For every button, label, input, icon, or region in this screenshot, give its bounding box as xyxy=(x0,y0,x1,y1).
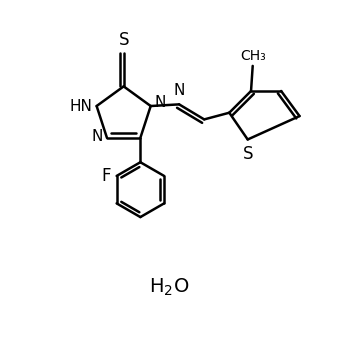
Text: N: N xyxy=(155,95,166,109)
Text: H$_2$O: H$_2$O xyxy=(148,276,189,298)
Text: S: S xyxy=(243,146,253,164)
Text: CH₃: CH₃ xyxy=(240,49,266,63)
Text: N: N xyxy=(92,129,103,143)
Text: F: F xyxy=(101,167,111,185)
Text: HN: HN xyxy=(70,99,93,114)
Text: S: S xyxy=(118,31,129,49)
Text: N: N xyxy=(173,83,185,98)
